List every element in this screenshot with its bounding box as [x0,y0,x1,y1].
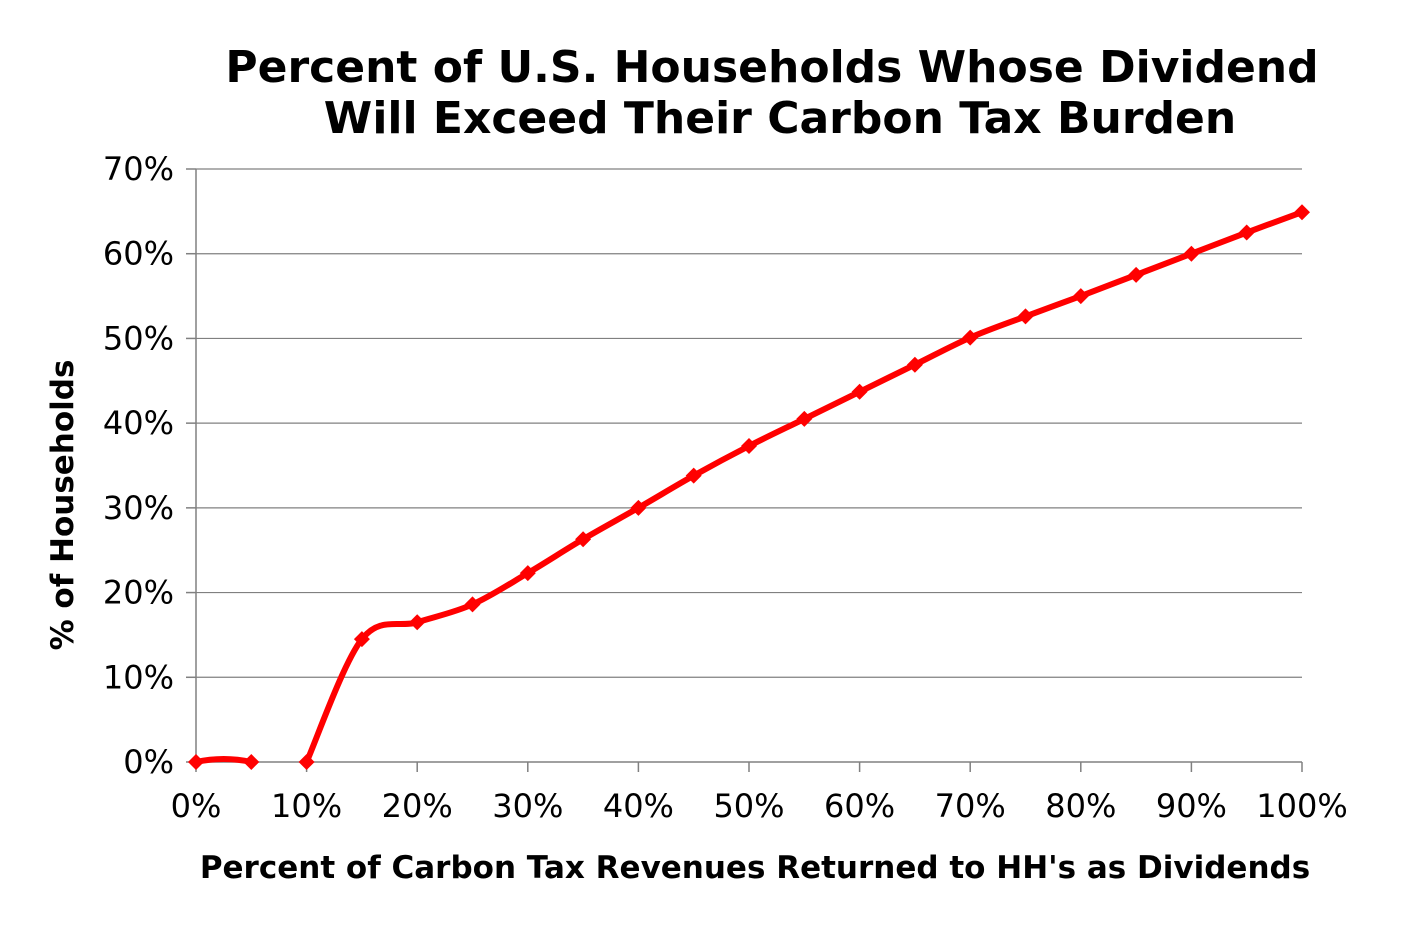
data-point-marker [464,596,481,613]
chart-title-line-1: Percent of U.S. Households Whose Dividen… [225,42,1318,93]
y-axis-label: % of Households [45,360,81,651]
y-tick-label: 70% [103,150,174,188]
x-tick-label: 100% [1256,787,1347,825]
y-tick-label: 0% [123,743,174,781]
x-tick-label: 0% [171,787,222,825]
data-point-marker [1294,204,1310,221]
x-tick-label: 50% [713,787,784,825]
data-point-marker [298,754,315,770]
x-tick-label: 10% [271,787,342,825]
y-tick-label: 50% [103,319,174,357]
data-point-marker [685,467,702,484]
series-line [303,209,1305,765]
data-series [188,204,1310,770]
data-point-marker [1238,224,1255,241]
data-point-marker [519,565,536,582]
data-point-marker [1128,266,1145,283]
data-point-marker [353,631,370,648]
data-point-marker [796,410,813,427]
tick-labels: 0% 10% 20% 30% 40% 50% 60% 70% 0% 10% 20% 30% 40% 50%… [103,150,1348,825]
x-axis-label: Percent of Carbon Tax Revenues Returned … [200,850,1310,886]
data-point-marker [409,614,426,631]
chart-title: Percent of U.S. Households Whose Dividen… [225,42,1318,144]
data-point-marker [188,754,204,770]
x-tick-label: 40% [603,787,674,825]
x-tick-label: 20% [382,787,453,825]
data-point-marker [243,754,260,770]
data-point-marker [1183,245,1200,262]
y-tick-label: 30% [103,489,174,527]
data-point-marker [1017,308,1034,325]
axes [186,168,1303,772]
y-tick-label: 10% [103,658,174,696]
data-point-marker [962,329,979,346]
data-point-marker [575,531,592,548]
x-tick-label: 30% [492,787,563,825]
gridlines [196,168,1302,678]
data-point-marker [906,356,923,373]
data-point-marker [630,499,647,516]
series-line [193,756,255,765]
x-tick-label: 90% [1156,787,1227,825]
data-point-marker [1072,288,1089,305]
x-tick-label: 70% [935,787,1006,825]
y-tick-label: 20% [103,574,174,612]
y-tick-label: 40% [103,404,174,442]
chart-title-line-2: Will Exceed Their Carbon Tax Burden [324,93,1236,144]
data-point-marker [741,438,757,455]
data-point-marker [851,383,868,400]
x-tick-label: 60% [824,787,895,825]
x-tick-label: 80% [1045,787,1116,825]
y-tick-label: 60% [103,235,174,273]
